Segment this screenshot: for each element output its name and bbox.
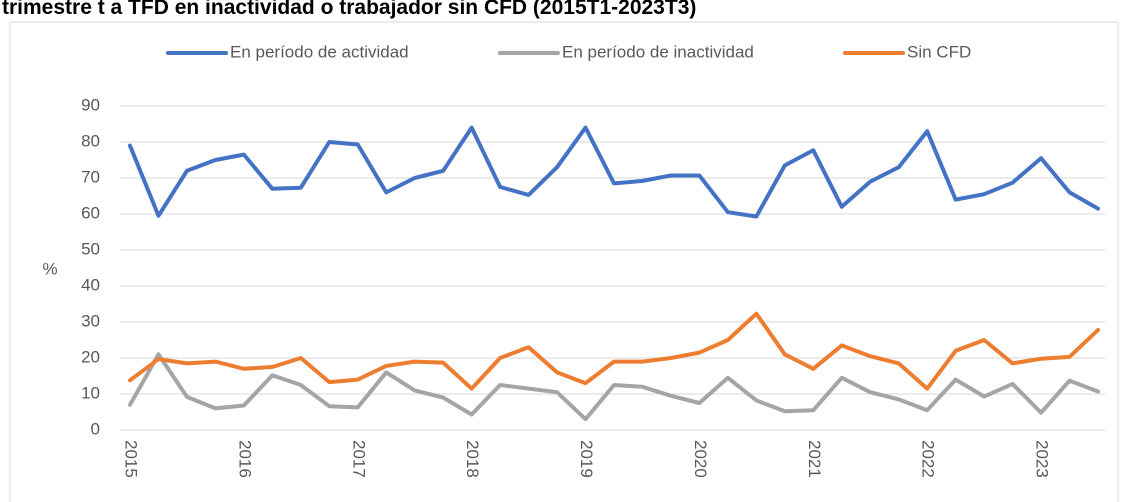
x-tick-label: 2023 <box>1033 440 1052 478</box>
y-tick-label: 60 <box>81 203 100 222</box>
y-tick-label: 20 <box>81 347 100 366</box>
y-tick-label: 10 <box>81 383 100 402</box>
chart-title: trimestre t a TFD en inactividad o traba… <box>2 0 696 19</box>
chart-frame <box>9 21 1119 502</box>
y-tick-label: 40 <box>81 275 100 294</box>
legend-label: Sin CFD <box>907 42 971 61</box>
x-tick-label: 2017 <box>349 440 368 478</box>
x-tick-label: 2016 <box>235 440 254 478</box>
y-axis-label: % <box>42 259 57 278</box>
legend-label: En período de inactividad <box>562 42 754 61</box>
y-tick-label: 80 <box>81 131 100 150</box>
y-tick-label: 30 <box>81 311 100 330</box>
line-series <box>128 311 1100 391</box>
x-tick-label: 2019 <box>577 440 596 478</box>
y-tick-label: 90 <box>81 95 100 114</box>
x-tick-label: 2020 <box>691 440 710 478</box>
x-tick-label: 2015 <box>122 440 141 478</box>
x-tick-label: 2018 <box>463 440 482 478</box>
y-tick-label: 0 <box>91 419 100 438</box>
y-tick-label: 50 <box>81 239 100 258</box>
legend-label: En período de actividad <box>230 42 409 61</box>
line-series <box>128 125 1100 219</box>
x-tick-label: 2022 <box>919 440 938 478</box>
line-series <box>128 352 1100 422</box>
y-tick-label: 70 <box>81 167 100 186</box>
x-tick-label: 2021 <box>805 440 824 478</box>
